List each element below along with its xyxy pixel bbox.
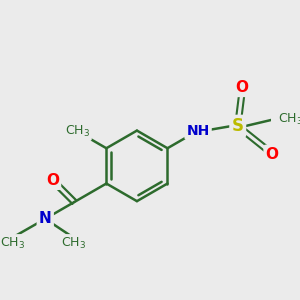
Text: NH: NH bbox=[186, 124, 210, 138]
Text: O: O bbox=[46, 173, 59, 188]
Text: O: O bbox=[236, 80, 249, 95]
Text: CH$_3$: CH$_3$ bbox=[278, 112, 300, 127]
Text: N: N bbox=[39, 211, 52, 226]
Text: CH$_3$: CH$_3$ bbox=[0, 236, 25, 251]
Text: O: O bbox=[266, 147, 279, 162]
Text: CH$_3$: CH$_3$ bbox=[61, 236, 86, 251]
Text: S: S bbox=[232, 117, 244, 135]
Text: CH$_3$: CH$_3$ bbox=[65, 124, 90, 139]
